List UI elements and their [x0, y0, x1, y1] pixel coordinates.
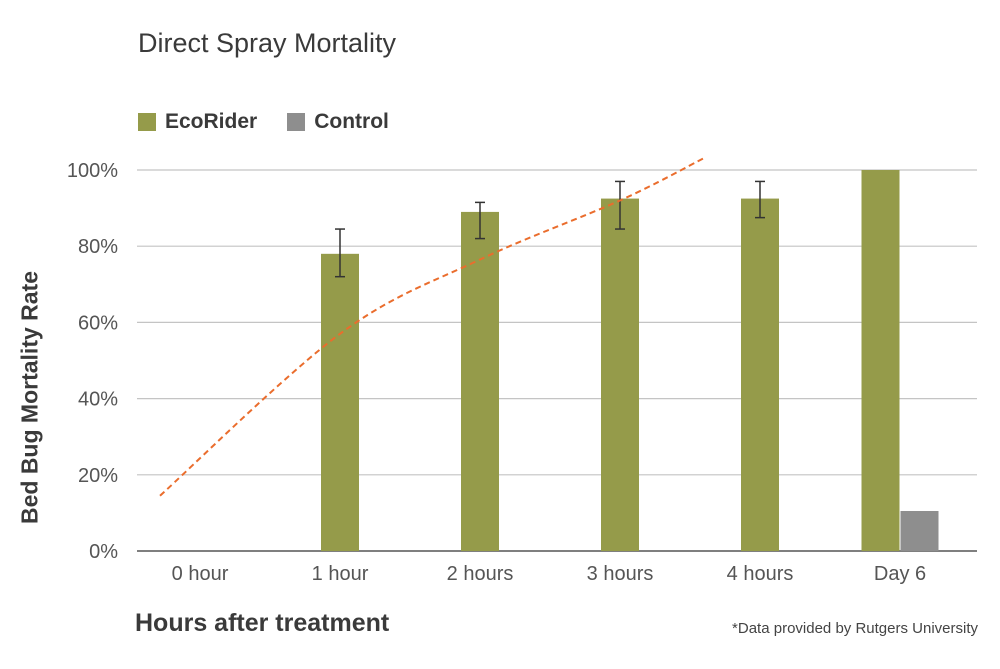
bar-ecorider	[321, 253, 359, 551]
y-tick-label: 80%	[78, 236, 118, 258]
y-tick-label: 40%	[78, 389, 118, 411]
x-tick-label: 2 hours	[447, 563, 514, 585]
legend-item-ecorider: EcoRider	[138, 110, 257, 134]
legend-swatch-control	[287, 113, 306, 131]
x-tick-label: 3 hours	[587, 563, 654, 585]
y-tick-label: 100%	[67, 160, 118, 182]
x-tick-label: Day 6	[874, 563, 926, 585]
legend-label-ecorider: EcoRider	[165, 110, 258, 133]
x-axis-label: Hours after treatment	[135, 609, 390, 637]
bar-ecorider	[741, 198, 779, 551]
x-tick-label: 1 hour	[312, 563, 369, 585]
trendline	[159, 157, 704, 497]
legend: EcoRider Control	[138, 110, 389, 134]
footnote: *Data provided by Rutgers University	[732, 620, 978, 637]
x-tick-label: 4 hours	[727, 563, 794, 585]
y-tick-label: 0%	[89, 541, 118, 563]
chart-title: Direct Spray Mortality	[138, 28, 397, 58]
bar-ecorider	[461, 211, 499, 551]
bar-ecorider	[861, 170, 900, 551]
y-tick-label: 60%	[78, 312, 118, 334]
legend-label-control: Control	[314, 110, 389, 133]
y-tick-label: 20%	[78, 465, 118, 487]
legend-item-control: Control	[287, 110, 389, 134]
bar-control	[900, 510, 939, 551]
bar-ecorider	[601, 198, 639, 551]
x-tick-label: 0 hour	[172, 563, 229, 585]
legend-swatch-ecorider	[138, 113, 156, 131]
